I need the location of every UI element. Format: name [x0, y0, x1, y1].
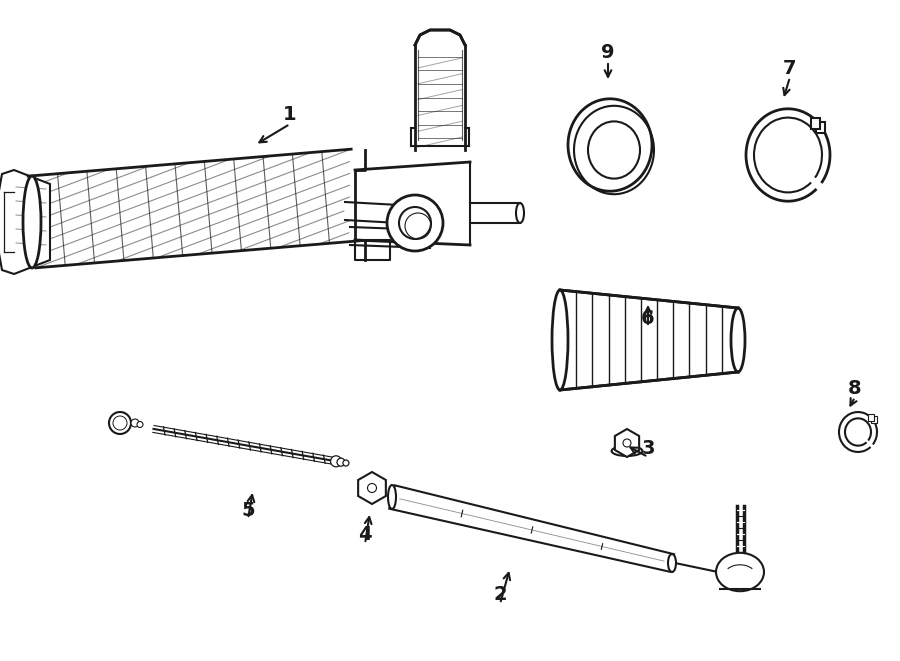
Polygon shape — [0, 170, 50, 274]
Ellipse shape — [731, 308, 745, 372]
Bar — [870, 416, 877, 423]
Ellipse shape — [330, 456, 342, 467]
Text: 9: 9 — [601, 42, 615, 61]
Ellipse shape — [588, 122, 640, 178]
Ellipse shape — [399, 207, 431, 239]
Ellipse shape — [839, 412, 877, 452]
Polygon shape — [615, 429, 639, 457]
Ellipse shape — [109, 412, 131, 434]
Ellipse shape — [343, 460, 349, 466]
Ellipse shape — [716, 553, 764, 591]
Polygon shape — [28, 149, 359, 268]
Text: 1: 1 — [284, 106, 297, 124]
Polygon shape — [355, 240, 390, 260]
Text: 6: 6 — [641, 309, 655, 327]
Bar — [868, 414, 874, 422]
Bar — [816, 122, 825, 133]
Ellipse shape — [612, 446, 643, 456]
Text: 5: 5 — [241, 500, 255, 520]
Polygon shape — [560, 290, 738, 390]
Ellipse shape — [552, 290, 568, 390]
Polygon shape — [350, 227, 430, 248]
Ellipse shape — [516, 203, 524, 223]
Polygon shape — [736, 506, 743, 554]
Text: 3: 3 — [641, 438, 655, 457]
Text: 7: 7 — [783, 59, 796, 77]
Bar — [811, 118, 820, 129]
Text: 8: 8 — [848, 379, 862, 397]
Polygon shape — [345, 202, 435, 225]
Polygon shape — [415, 30, 465, 45]
Ellipse shape — [131, 419, 139, 427]
Ellipse shape — [746, 109, 830, 201]
Text: 2: 2 — [493, 586, 507, 605]
Ellipse shape — [668, 554, 676, 572]
Ellipse shape — [23, 176, 41, 268]
Ellipse shape — [388, 485, 396, 509]
Ellipse shape — [337, 458, 345, 466]
Bar — [350, 140, 485, 270]
Ellipse shape — [568, 98, 652, 191]
Polygon shape — [389, 485, 674, 572]
Text: 4: 4 — [358, 525, 372, 545]
Ellipse shape — [387, 195, 443, 251]
Polygon shape — [358, 472, 386, 504]
Ellipse shape — [137, 422, 143, 428]
